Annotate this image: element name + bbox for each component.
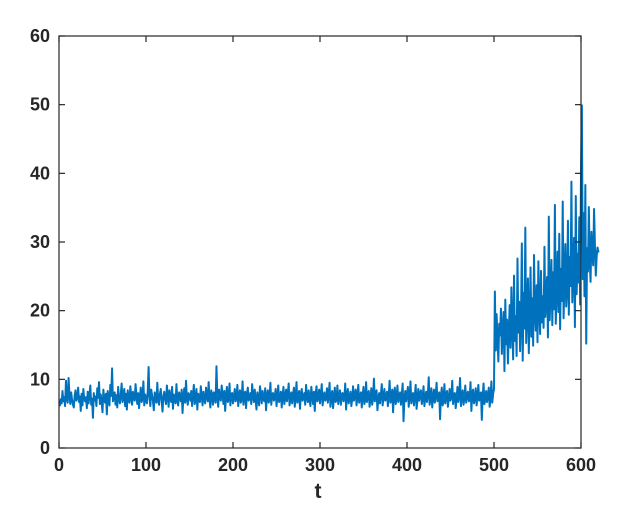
x-tick-label: 600	[566, 455, 596, 475]
y-tick-label: 40	[30, 163, 50, 183]
y-tick-label: 0	[40, 438, 50, 458]
y-tick-label: 20	[30, 301, 50, 321]
series-line-1	[58, 104, 600, 423]
x-tick-label: 500	[479, 455, 509, 475]
x-tick-label: 200	[218, 455, 248, 475]
x-tick-label: 0	[54, 455, 64, 475]
x-ticks: 0 100 200 300 400 500 600	[54, 36, 596, 475]
x-tick-label: 300	[305, 455, 335, 475]
x-tick-label: 100	[131, 455, 161, 475]
y-tick-label: 50	[30, 95, 50, 115]
series-layer	[58, 104, 600, 423]
y-tick-label: 30	[30, 232, 50, 252]
y-tick-label: 10	[30, 369, 50, 389]
plot-background	[59, 36, 581, 448]
y-ticks: 0 10 20 30 40 50 60	[30, 26, 581, 458]
x-tick-label: 400	[392, 455, 422, 475]
x-axis-label: t	[315, 480, 322, 503]
y-tick-label: 60	[30, 26, 50, 46]
plot-area	[59, 36, 581, 448]
